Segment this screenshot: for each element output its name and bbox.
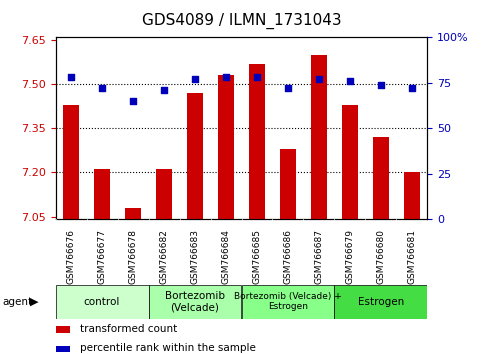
Point [315, 76, 323, 82]
Bar [94, 170, 110, 219]
Point [129, 98, 137, 104]
Bar [187, 93, 203, 219]
Text: GSM766676: GSM766676 [67, 229, 75, 284]
Text: Bortezomib
(Velcade): Bortezomib (Velcade) [165, 291, 225, 313]
Text: control: control [84, 297, 120, 307]
Text: GSM766686: GSM766686 [284, 229, 293, 284]
Text: GSM766681: GSM766681 [408, 229, 416, 284]
Bar [218, 75, 234, 219]
Text: GSM766678: GSM766678 [128, 229, 138, 284]
Bar [156, 170, 172, 219]
Point [346, 78, 354, 84]
Text: GSM766684: GSM766684 [222, 229, 230, 284]
Bar [334, 285, 427, 319]
Bar [242, 285, 334, 319]
Point [222, 74, 230, 80]
Bar [56, 285, 149, 319]
Bar [149, 285, 242, 319]
Text: GSM766677: GSM766677 [98, 229, 107, 284]
Point [160, 87, 168, 93]
Point [408, 85, 416, 91]
Bar [63, 105, 79, 219]
Bar [280, 149, 296, 219]
Text: GSM766683: GSM766683 [190, 229, 199, 284]
Bar [249, 64, 265, 219]
Bar [56, 326, 71, 333]
Bar [404, 172, 420, 219]
Text: Bortezomib (Velcade) +
Estrogen: Bortezomib (Velcade) + Estrogen [234, 292, 342, 312]
Point [98, 85, 106, 91]
Point [253, 74, 261, 80]
Bar [342, 105, 358, 219]
Text: ▶: ▶ [30, 297, 39, 307]
Text: GSM766682: GSM766682 [159, 229, 169, 284]
Point [377, 82, 385, 87]
Text: percentile rank within the sample: percentile rank within the sample [80, 343, 256, 353]
Text: transformed count: transformed count [80, 324, 177, 333]
Bar [125, 208, 141, 219]
Point [191, 76, 199, 82]
Point [67, 74, 75, 80]
Text: agent: agent [2, 297, 32, 307]
Text: GDS4089 / ILMN_1731043: GDS4089 / ILMN_1731043 [142, 12, 341, 29]
Bar [311, 55, 327, 219]
Text: GSM766685: GSM766685 [253, 229, 261, 284]
Bar [56, 346, 71, 352]
Text: Estrogen: Estrogen [358, 297, 404, 307]
Text: GSM766680: GSM766680 [376, 229, 385, 284]
Bar [373, 137, 389, 219]
Point [284, 85, 292, 91]
Text: GSM766687: GSM766687 [314, 229, 324, 284]
Text: GSM766679: GSM766679 [345, 229, 355, 284]
